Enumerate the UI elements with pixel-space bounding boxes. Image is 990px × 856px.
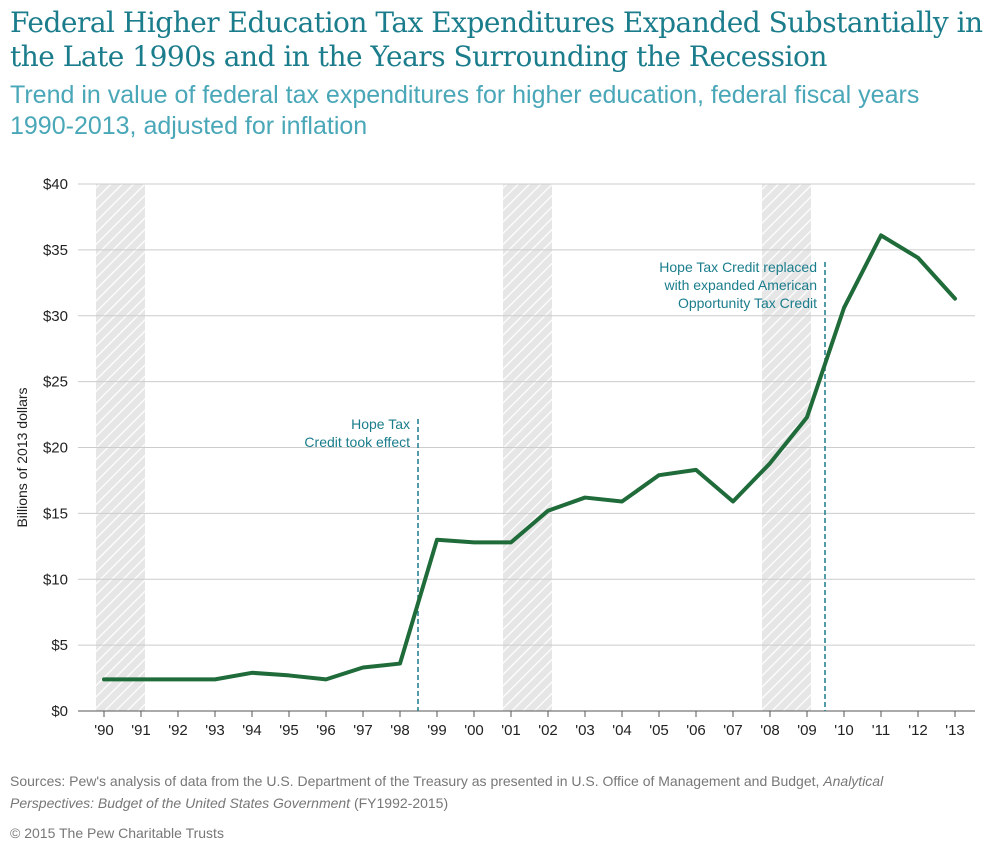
annotation-text: Hope Tax [351, 416, 410, 432]
x-tick-label: '01 [501, 722, 521, 739]
series-line [102, 233, 957, 682]
y-tick-label: $0 [51, 703, 68, 720]
y-tick-label: $20 [43, 440, 68, 457]
y-tick-label: $40 [43, 176, 68, 193]
x-tick-label: '04 [612, 722, 632, 739]
annotation-text: with expanded American [663, 277, 817, 293]
x-tick-label: '00 [464, 722, 484, 739]
y-tick-label: $25 [43, 374, 68, 391]
chart-subtitle: Trend in value of federal tax expenditur… [10, 81, 920, 140]
y-tick-label: $30 [43, 308, 68, 325]
y-axis-label: Billions of 2013 dollars [14, 387, 30, 527]
x-tick-label: '08 [760, 722, 780, 739]
copyright: © 2015 The Pew Charitable Trusts [10, 825, 224, 841]
source-prefix: Sources: Pew's analysis of data from the… [10, 773, 824, 789]
x-tick-label: '03 [575, 722, 595, 739]
x-tick-label: '05 [649, 722, 669, 739]
y-tick-label: $5 [51, 637, 68, 654]
annotation-text: Hope Tax Credit replaced [659, 259, 817, 275]
source-publication: Analytical Perspectives: Budget of the U… [10, 773, 884, 811]
x-tick-label: '10 [834, 722, 854, 739]
source-note: Sources: Pew's analysis of data from the… [10, 770, 970, 814]
x-tick-label: '94 [242, 722, 262, 739]
annotation-text: Opportunity Tax Credit [678, 295, 817, 311]
chart-plot: $0 $5 $10 $15 $20 $25 $30 $35 $40 '90 '91 '92 '93 '94… [14, 176, 975, 739]
y-tick-label: $35 [43, 242, 68, 259]
x-tick-label: '02 [538, 722, 558, 739]
y-tick-label: $15 [43, 505, 68, 522]
x-tick-label: '06 [686, 722, 706, 739]
x-tick-label: '99 [427, 722, 447, 739]
x-tick-label: '07 [723, 722, 743, 739]
x-tick-label: '09 [797, 722, 817, 739]
x-tick-label: '96 [316, 722, 336, 739]
x-tick-label: '91 [131, 722, 151, 739]
x-tick-label: '97 [353, 722, 373, 739]
annotation-text: Credit took effect [304, 434, 410, 450]
x-tick-label: '92 [168, 722, 188, 739]
x-tick-label: '93 [205, 722, 225, 739]
chart-title: Federal Higher Education Tax Expenditure… [10, 6, 983, 73]
source-suffix: (FY1992-2015) [350, 795, 449, 811]
x-tick-label: '12 [908, 722, 928, 739]
y-tick-label: $10 [43, 571, 68, 588]
x-tick-label: '95 [279, 722, 299, 739]
x-tick-label: '98 [390, 722, 410, 739]
x-tick-label: '11 [872, 722, 890, 739]
x-tick-label: '90 [94, 722, 114, 739]
x-tick-label: '13 [945, 722, 965, 739]
